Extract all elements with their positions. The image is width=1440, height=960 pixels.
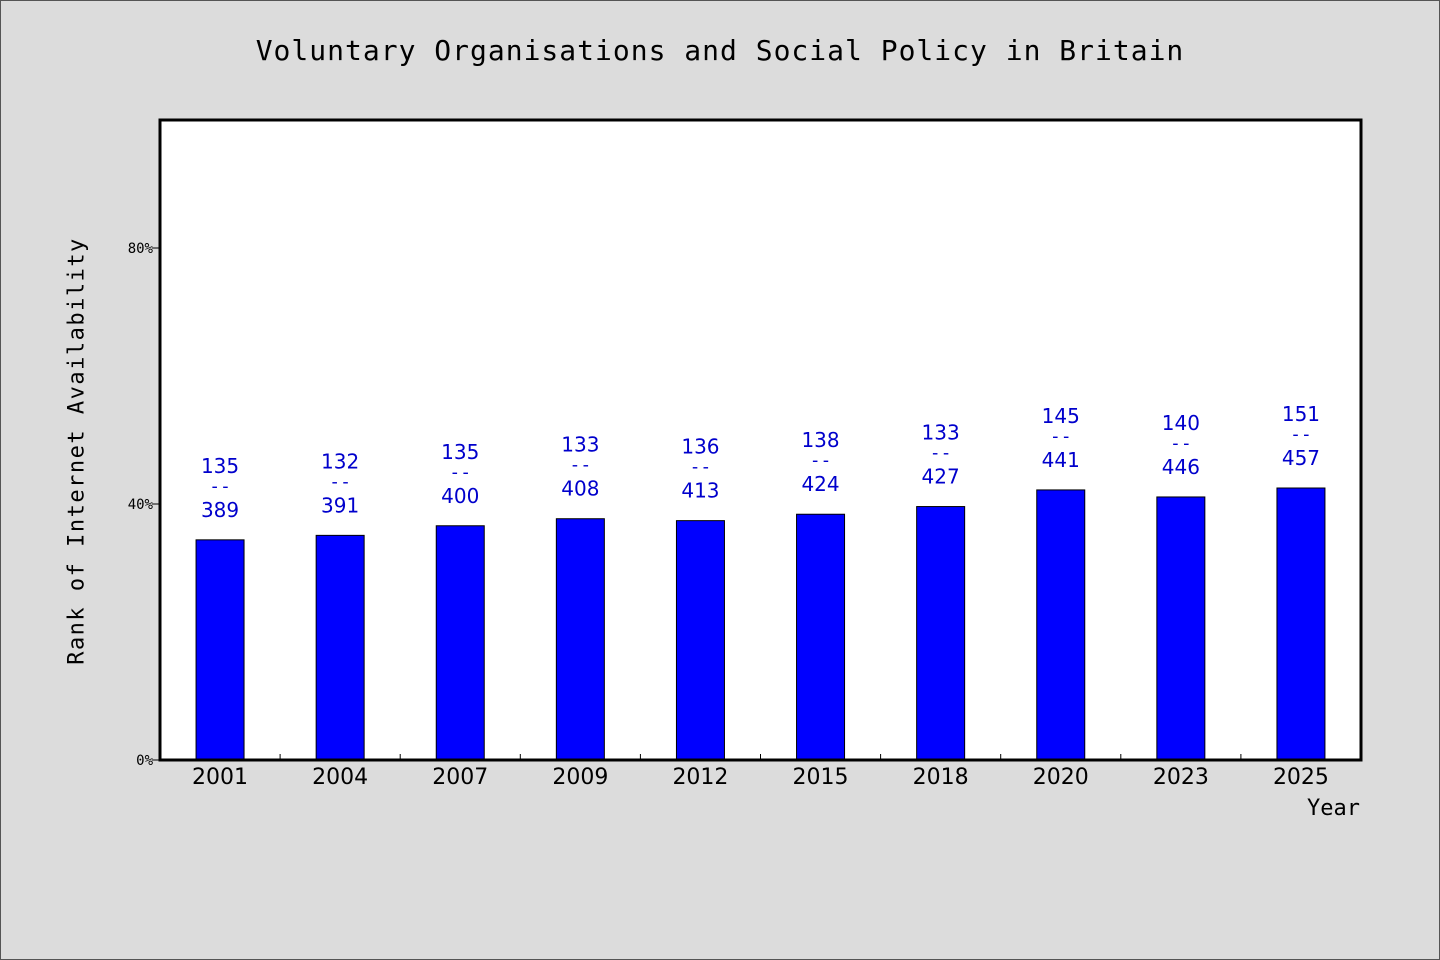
data-label-bottom: 424	[801, 472, 839, 496]
data-label-top: 136	[681, 435, 719, 459]
x-axis-label: Year	[1307, 796, 1360, 821]
data-label-separator: --	[449, 462, 471, 483]
data-label-top: 132	[321, 449, 359, 473]
y-tick-label: 40%	[128, 497, 154, 513]
data-label-separator: --	[1290, 424, 1312, 445]
data-label-bottom: 389	[201, 498, 239, 522]
data-label-top: 135	[441, 440, 479, 464]
data-label-bottom: 427	[922, 465, 960, 489]
x-tick-label: 2004	[312, 765, 368, 790]
x-tick-label: 2009	[552, 765, 608, 790]
data-label-bottom: 413	[681, 479, 719, 503]
bar	[675, 520, 725, 761]
data-label-bottom: 408	[561, 477, 599, 501]
x-tick-label: 2015	[793, 765, 849, 790]
data-label-bottom: 457	[1282, 446, 1320, 470]
bar	[916, 506, 966, 761]
data-label-bottom: 446	[1162, 455, 1200, 479]
data-label-top: 135	[201, 454, 239, 478]
data-label-separator: --	[1170, 433, 1192, 454]
x-tick-label: 2007	[432, 765, 488, 790]
bar	[1036, 489, 1086, 761]
chart-title: Voluntary Organisations and Social Polic…	[255, 34, 1185, 67]
data-label-top: 151	[1282, 402, 1320, 426]
data-label-top: 140	[1162, 411, 1200, 435]
bar	[195, 539, 245, 761]
y-tick-label: 80%	[128, 241, 154, 257]
x-tick-label: 2018	[913, 765, 969, 790]
data-label-bottom: 391	[321, 493, 359, 517]
x-tick-label: 2025	[1273, 765, 1329, 790]
data-label-top: 133	[922, 421, 960, 445]
data-label-separator: --	[209, 476, 231, 497]
data-label-top: 145	[1042, 404, 1080, 428]
data-label-bottom: 400	[441, 484, 479, 508]
data-label-separator: --	[329, 471, 351, 492]
x-tick-label: 2023	[1153, 765, 1209, 790]
data-label-separator: --	[930, 443, 952, 464]
data-label-top: 138	[801, 428, 839, 452]
x-tick-label: 2001	[192, 765, 248, 790]
x-tick-label: 2012	[672, 765, 728, 790]
bar	[1156, 496, 1206, 761]
data-label-separator: --	[570, 455, 592, 476]
bar	[555, 518, 605, 761]
data-label-bottom: 441	[1042, 448, 1080, 472]
bar	[1276, 487, 1326, 761]
plot-border	[158, 118, 1363, 762]
data-label-separator: --	[690, 457, 712, 478]
data-label-separator: --	[810, 450, 832, 471]
data-label-top: 133	[561, 433, 599, 457]
bar	[796, 513, 846, 761]
bar	[435, 525, 485, 761]
y-tick-label: 0%	[136, 753, 153, 769]
x-tick-label: 2020	[1033, 765, 1089, 790]
data-label-separator: --	[1050, 426, 1072, 447]
bar	[315, 534, 365, 761]
